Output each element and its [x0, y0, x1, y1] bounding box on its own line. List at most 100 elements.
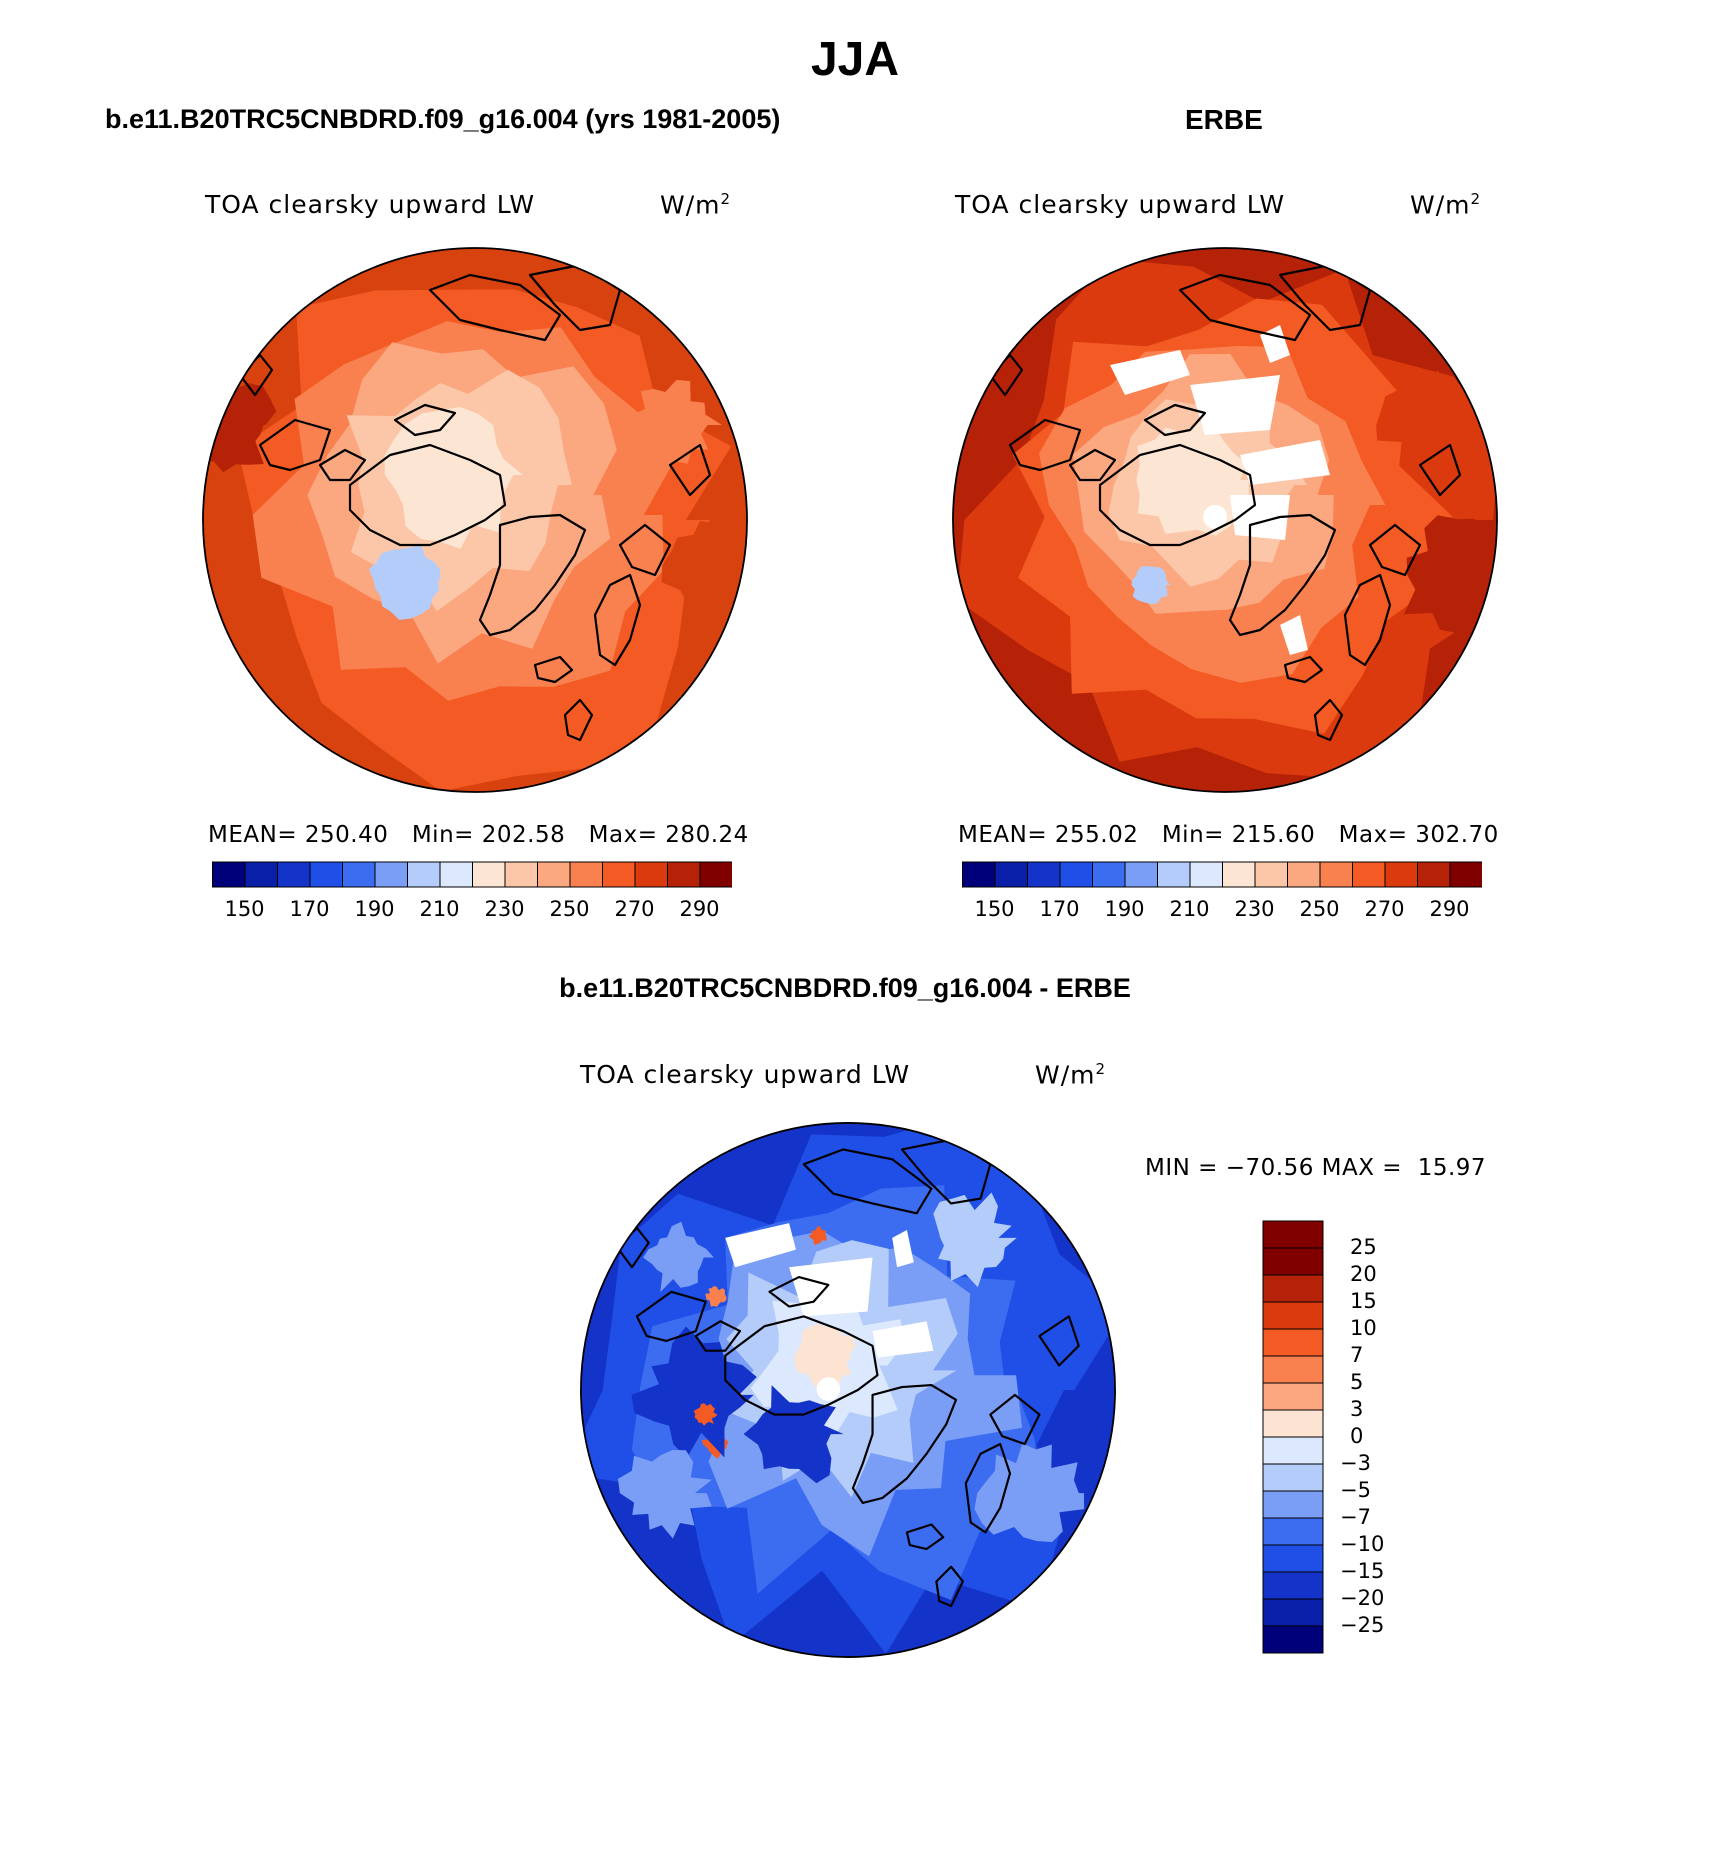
coastline — [635, 1290, 707, 1342]
map-border — [952, 247, 1498, 793]
diff-units-exp: 2 — [1095, 1060, 1107, 1078]
coastline — [964, 1442, 1012, 1534]
model-mean-value: 250.40 — [304, 822, 389, 848]
obs-max-label: Max= — [1338, 822, 1408, 848]
coastline — [393, 403, 457, 437]
diff-minmax: MIN = −70.56 MAX = 15.97 — [1145, 1155, 1487, 1181]
coastline — [318, 448, 367, 482]
model-stats: MEAN= 250.40 Min= 202.58 Max= 280.24 — [208, 822, 749, 848]
colorbar-tick-label: 230 — [1234, 897, 1275, 921]
colorbar-swatch — [1124, 861, 1158, 888]
colorbar-tick-label: 20 — [1350, 1262, 1377, 1286]
season-title: JJA — [810, 33, 900, 86]
coastline — [428, 273, 562, 342]
map-level-fill — [1131, 566, 1171, 605]
colorbar-swatch — [1262, 1382, 1324, 1411]
coastline — [802, 1148, 933, 1215]
colorbar-tick-label: 5 — [1350, 1370, 1364, 1394]
coastline — [563, 698, 594, 742]
missing-data-region — [816, 1377, 841, 1401]
coastline — [618, 523, 672, 577]
model-min-value: 202.58 — [481, 822, 566, 848]
colorbar-tick-label: −25 — [1340, 1613, 1385, 1637]
colorbar-tick-label: 290 — [1429, 897, 1470, 921]
map-border — [202, 247, 748, 793]
obs-variable-label: TOA clearsky upward LW — [955, 190, 1286, 219]
colorbar-tick-label: −3 — [1340, 1451, 1371, 1475]
map-patch — [1403, 515, 1497, 646]
model-colorbar-ticks: 150 170 190 210 230 250 270 290 — [212, 897, 732, 925]
colorbar-tick-label: 7 — [1350, 1343, 1364, 1367]
coastline — [593, 573, 642, 667]
colorbar-tick-label: 150 — [224, 897, 265, 921]
colorbar-swatch — [1262, 1409, 1324, 1438]
coastline — [1368, 523, 1422, 577]
diff-polar-map — [580, 1122, 1116, 1658]
colorbar-swatch — [277, 861, 311, 888]
colorbar-tick-label: −7 — [1340, 1505, 1371, 1529]
map-patch — [617, 1449, 712, 1539]
colorbar-swatch — [309, 861, 343, 888]
obs-mean-value: 255.02 — [1054, 822, 1139, 848]
colorbar-tick-label: 15 — [1350, 1289, 1377, 1313]
map-border — [580, 1122, 1116, 1658]
colorbar-swatch — [504, 861, 538, 888]
obs-panel-title: ERBE — [1185, 104, 1263, 135]
colorbar-swatch — [994, 861, 1028, 888]
diff-units-base: W/m — [1035, 1060, 1096, 1090]
model-units-base: W/m — [660, 190, 721, 220]
colorbar-tick-label: −5 — [1340, 1478, 1371, 1502]
diff-units-label: W/m2 — [1035, 1060, 1106, 1089]
colorbar-swatch — [1449, 861, 1482, 888]
coastline — [1283, 655, 1324, 684]
colorbar-swatch — [439, 861, 473, 888]
obs-units-label: W/m2 — [1410, 190, 1481, 219]
colorbar-swatch — [472, 861, 506, 888]
colorbar-swatch — [1254, 861, 1288, 888]
colorbar-swatch — [1262, 1625, 1324, 1654]
model-max-value: 280.24 — [665, 822, 749, 848]
colorbar-swatch — [212, 861, 246, 888]
diff-colorbar-ticks: 25 20 15 10 7 5 3 0 −3 −5 −7 −10 −15 −20 −25 — [1340, 1220, 1440, 1654]
model-colorbar — [212, 861, 732, 888]
colorbar-swatch — [244, 861, 278, 888]
colorbar-swatch — [1262, 1517, 1324, 1546]
model-min-label: Min= — [411, 822, 474, 848]
colorbar-swatch — [1262, 1544, 1324, 1573]
colorbar-swatch — [537, 861, 571, 888]
map-patch — [1376, 369, 1485, 464]
colorbar-swatch — [1262, 1274, 1324, 1303]
missing-data-region — [725, 1223, 796, 1268]
obs-polar-map — [952, 247, 1498, 793]
coastline — [694, 1320, 742, 1352]
colorbar-swatch — [569, 861, 603, 888]
missing-data-region — [1110, 350, 1190, 395]
coastline — [1178, 273, 1312, 342]
colorbar-tick-label: 290 — [679, 897, 720, 921]
model-units-label: W/m2 — [660, 190, 731, 219]
obs-max-value: 302.70 — [1415, 822, 1499, 848]
colorbar-swatch — [1262, 1436, 1324, 1465]
colorbar-tick-label: 210 — [419, 897, 460, 921]
colorbar-tick-label: 170 — [1039, 897, 1080, 921]
coastline — [724, 1315, 879, 1416]
colorbar-tick-label: 230 — [484, 897, 525, 921]
colorbar-swatch — [342, 861, 376, 888]
colorbar-swatch — [1189, 861, 1223, 888]
diff-panel-title: b.e11.B20TRC5CNBDRD.f09_g16.004 - ERBE — [559, 973, 1131, 1003]
coastline — [1228, 513, 1337, 637]
diff-variable-label: TOA clearsky upward LW — [580, 1060, 911, 1089]
coastline — [851, 1384, 958, 1504]
colorbar-tick-label: 270 — [614, 897, 655, 921]
colorbar-swatch — [407, 861, 441, 888]
colorbar-swatch — [1287, 861, 1321, 888]
colorbar-tick-label: 10 — [1350, 1316, 1377, 1340]
map-patch — [631, 1326, 757, 1459]
map-patch — [808, 1225, 827, 1246]
colorbar-swatch — [1384, 861, 1418, 888]
coastline — [478, 513, 587, 637]
model-mean-label: MEAN= — [208, 822, 298, 848]
coastline — [668, 443, 712, 497]
map-level-fill — [794, 1323, 856, 1393]
colorbar-swatch — [1157, 861, 1191, 888]
